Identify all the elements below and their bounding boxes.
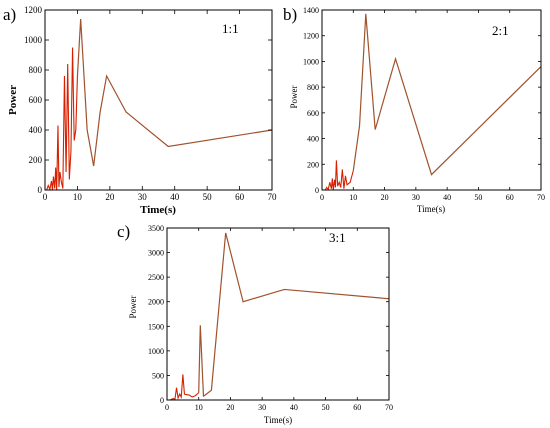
y-axis-label-c: Power: [128, 296, 138, 319]
x-tick-label: 40: [290, 403, 298, 412]
x-tick-label: 30: [258, 403, 266, 412]
y-tick-label: 2500: [148, 273, 164, 282]
x-tick-label: 70: [268, 192, 278, 202]
panel-letter-b: b): [283, 5, 297, 24]
y-tick-label: 1500: [148, 322, 164, 331]
y-tick-label: 800: [29, 65, 43, 75]
panel-a: a) 1:1 Time(s) Power 0 10 20 30 40 50 60 70 0 200…: [3, 5, 277, 216]
y-tick-label: 1000: [148, 347, 164, 356]
y-tick-label: 500: [152, 371, 164, 380]
plot-area-a: 0 10 20 30 40 50 60 70 0 200 400 600 800 1000 1200: [24, 5, 277, 202]
y-tick-label: 1400: [303, 6, 319, 15]
panel-letter-a: a): [3, 5, 16, 24]
y-tick-label: 400: [29, 125, 43, 135]
x-tick-label: 50: [322, 403, 330, 412]
x-tick-label: 40: [170, 192, 180, 202]
y-tick-label: 0: [38, 185, 43, 195]
x-tick-label: 30: [138, 192, 148, 202]
series-line-spikes-a: [46, 47, 78, 192]
x-axis-label-a: Time(s): [140, 204, 176, 216]
panel-b: b) 2:1 Time(s) Power 0 10 20 30 40 50 60 70 0 200…: [283, 5, 545, 214]
x-tick-label: 20: [105, 192, 115, 202]
y-axis-label-b: Power: [289, 86, 299, 109]
ratio-label-a: 1:1: [222, 21, 239, 36]
series-line-b: [352, 13, 542, 176]
y-tick-label: 600: [307, 109, 319, 118]
x-tick-label: 60: [506, 193, 514, 202]
ratio-label-b: 2:1: [492, 23, 509, 38]
x-tick-label: 30: [412, 193, 420, 202]
x-axis-label-c: Time(s): [264, 415, 292, 425]
x-tick-label: 40: [443, 193, 451, 202]
y-tick-label: 1000: [24, 35, 43, 45]
x-tick-label: 0: [320, 193, 324, 202]
y-tick-label: 200: [29, 155, 43, 165]
y-tick-label: 3500: [148, 224, 164, 233]
y-tick-label: 0: [315, 186, 319, 195]
x-tick-label: 20: [381, 193, 389, 202]
series-line-spikes-b: [324, 160, 354, 191]
ratio-label-c: 3:1: [329, 230, 346, 245]
x-tick-label: 10: [195, 403, 203, 412]
x-tick-label: 0: [43, 192, 48, 202]
axes-frame-b: [321, 9, 542, 191]
y-tick-label: 2000: [148, 298, 164, 307]
x-tick-label: 60: [235, 192, 245, 202]
series-line-spikes-c: [169, 374, 200, 401]
axes-frame-c: [166, 227, 390, 401]
x-tick-label: 20: [226, 403, 234, 412]
x-tick-label: 10: [73, 192, 83, 202]
series-line-c: [198, 232, 390, 398]
y-tick-label: 600: [29, 95, 43, 105]
x-tick-label: 70: [537, 193, 545, 202]
y-tick-label: 0: [160, 396, 164, 405]
y-tick-label: 1200: [24, 5, 43, 15]
y-tick-label: 800: [307, 83, 319, 92]
panel-c: c) 3:1 Time(s) Power 0 10 20 30 40 50 60 70 0 500…: [117, 222, 393, 425]
plot-area-b: 0 10 20 30 40 50 60 70 0 200 400 600 800 1000 1200 1400: [303, 6, 545, 202]
x-tick-label: 10: [349, 193, 357, 202]
x-tick-label: 50: [474, 193, 482, 202]
y-tick-label: 1000: [303, 57, 319, 66]
y-tick-label: 200: [307, 160, 319, 169]
y-tick-label: 400: [307, 135, 319, 144]
x-tick-label: 60: [353, 403, 361, 412]
y-tick-label: 3000: [148, 249, 164, 258]
plot-area-c: 0 10 20 30 40 50 60 70 0 500 1000 1500 2000 2500 3000 3…: [148, 224, 393, 412]
y-axis-label-a: Power: [7, 85, 19, 115]
x-tick-label: 0: [165, 403, 169, 412]
x-axis-label-b: Time(s): [417, 204, 445, 214]
x-tick-label: 70: [385, 403, 393, 412]
y-tick-label: 1200: [303, 32, 319, 41]
series-line-a: [76, 18, 273, 167]
x-tick-label: 50: [203, 192, 213, 202]
panel-letter-c: c): [117, 222, 130, 241]
